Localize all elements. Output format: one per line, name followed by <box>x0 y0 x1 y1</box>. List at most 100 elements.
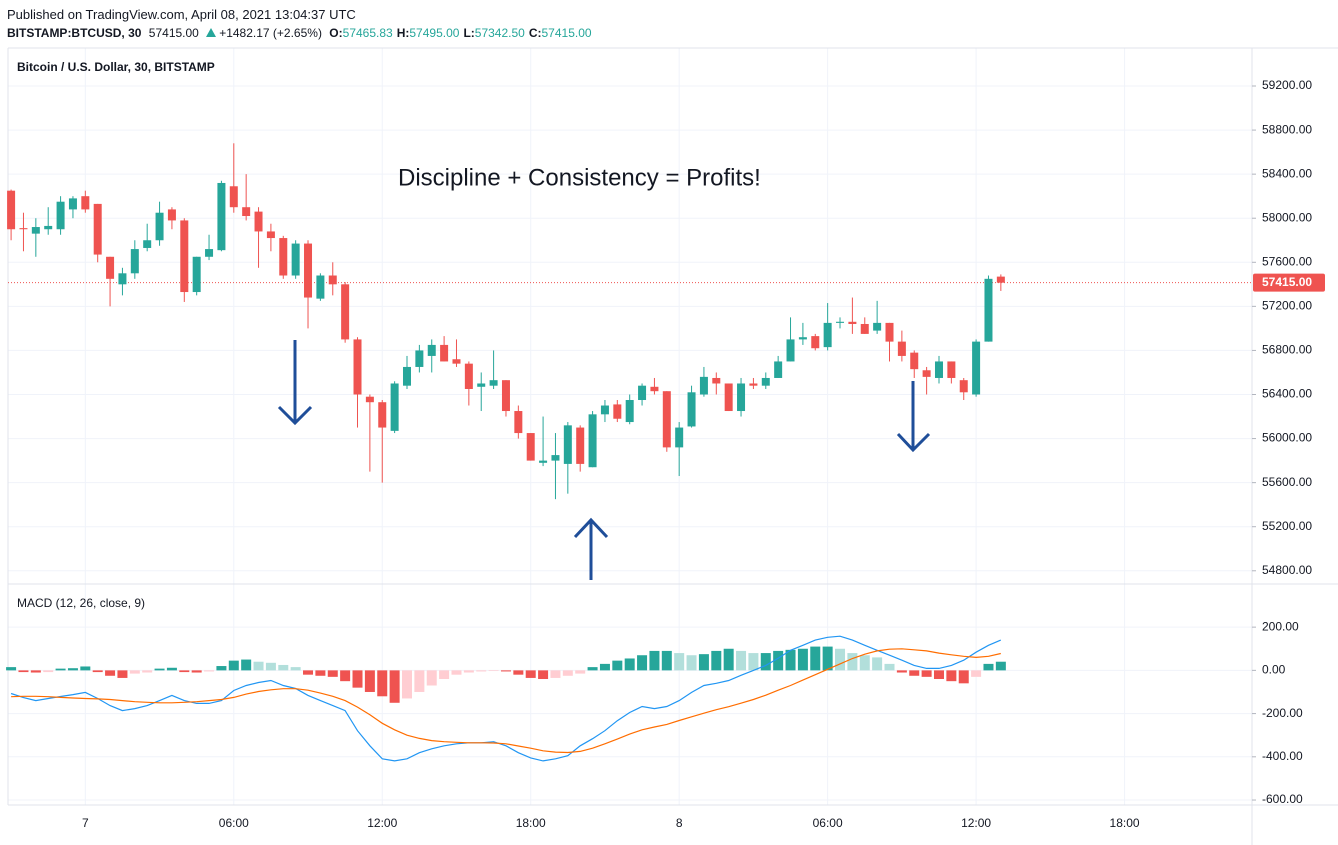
candle-body <box>81 196 90 210</box>
candle-body <box>885 322 894 342</box>
candle-body <box>7 190 16 230</box>
ohlc-value: 57465.83 <box>342 26 393 40</box>
candle-body <box>56 201 65 230</box>
candle-body <box>68 198 77 210</box>
histogram-bar <box>723 648 734 671</box>
histogram-bar <box>18 670 29 673</box>
candle-body <box>440 344 449 362</box>
histogram-bar <box>463 670 474 673</box>
candle-body <box>266 231 275 239</box>
candle-body <box>712 377 721 384</box>
down-arrow <box>277 340 313 426</box>
candle-body <box>910 352 919 370</box>
histogram-bar <box>550 670 561 678</box>
candle-body <box>106 256 115 279</box>
histogram-bar <box>599 663 610 671</box>
candle-body <box>143 240 152 248</box>
histogram-bar <box>253 661 264 671</box>
histogram-bar <box>154 668 165 671</box>
candle-body <box>192 256 201 293</box>
y-tick-label: 59200.00 <box>1262 78 1312 92</box>
candle-body <box>427 344 436 356</box>
candle-body <box>947 361 956 378</box>
histogram-bar <box>105 670 116 676</box>
histogram-bar <box>624 658 635 671</box>
histogram-bar <box>129 670 140 674</box>
histogram-bar <box>315 670 326 676</box>
y-tick-label: 58800.00 <box>1262 122 1312 136</box>
y-tick-label: -200.00 <box>1262 706 1303 720</box>
histogram-bar <box>377 670 388 697</box>
candle-body <box>44 225 53 230</box>
histogram-bar <box>451 670 462 675</box>
candle-body <box>737 383 746 412</box>
candle-body <box>551 455 560 461</box>
candle-body <box>873 322 882 331</box>
candle-body <box>365 396 374 403</box>
candle-body <box>390 383 399 431</box>
y-tick-label: -600.00 <box>1262 792 1303 806</box>
x-tick-label: 06:00 <box>813 816 843 830</box>
chart-title: Bitcoin / U.S. Dollar, 30, BITSTAMP <box>17 60 215 74</box>
y-tick-label: 58400.00 <box>1262 166 1312 180</box>
histogram-bar <box>525 670 536 678</box>
candle-body <box>563 425 572 464</box>
histogram-bar <box>265 662 276 671</box>
y-tick-label: 0.00 <box>1262 663 1286 677</box>
histogram-bar <box>179 670 190 673</box>
candle-body <box>774 361 783 378</box>
histogram-bar <box>414 670 425 692</box>
candle-body <box>155 212 164 241</box>
background <box>8 48 1338 805</box>
candle-body <box>934 361 943 378</box>
histogram-bar <box>649 650 660 671</box>
candle-body <box>638 385 647 401</box>
up-icon <box>206 28 217 37</box>
histogram-bar <box>364 670 375 692</box>
candle-body <box>118 273 127 285</box>
candle-body <box>724 383 733 412</box>
candle-body <box>19 228 28 230</box>
last: 57415.00 <box>148 26 199 40</box>
ohlc-label: H: <box>396 26 410 40</box>
candle-body <box>31 227 40 234</box>
y-tick-label: 58000.00 <box>1262 210 1312 224</box>
histogram-bar <box>562 670 573 676</box>
candle-body <box>402 366 411 386</box>
histogram-bar <box>389 670 400 703</box>
arrows <box>277 340 931 580</box>
candle-body <box>501 380 510 412</box>
histogram-bar <box>67 668 78 671</box>
down-arrow <box>896 381 931 453</box>
last-price-box <box>1253 273 1325 292</box>
candle-body <box>761 377 770 386</box>
histogram-bar <box>166 667 177 671</box>
x-tick-label: 12:00 <box>961 816 991 830</box>
published: Published on TradingView.com, April 08, … <box>7 7 356 22</box>
x-tick-label: 06:00 <box>219 816 249 830</box>
histogram-bar <box>674 653 685 671</box>
candle-body <box>328 275 337 285</box>
candle-body <box>662 391 671 448</box>
histogram-bar <box>785 649 796 671</box>
histogram-bar <box>426 670 437 686</box>
histogram-bar <box>278 664 289 671</box>
histogram-bar <box>822 646 833 671</box>
histogram-bar <box>686 655 697 671</box>
histogram-bar <box>748 653 759 671</box>
ohlc-value: 57342.50 <box>474 26 525 40</box>
candle-body <box>811 336 820 349</box>
y-tick-label: -400.00 <box>1262 749 1303 763</box>
candle-body <box>836 321 845 323</box>
histogram-bar <box>488 670 499 672</box>
x-tick-label: 8 <box>676 816 683 830</box>
ohlc-label: L: <box>463 26 475 40</box>
histogram-bar <box>241 659 252 671</box>
histogram-bar <box>637 655 648 671</box>
histogram-bar <box>933 670 944 680</box>
histogram-bar <box>698 654 709 671</box>
histogram-bar <box>303 670 314 675</box>
candle-body <box>514 411 523 434</box>
candle-body <box>242 207 251 217</box>
